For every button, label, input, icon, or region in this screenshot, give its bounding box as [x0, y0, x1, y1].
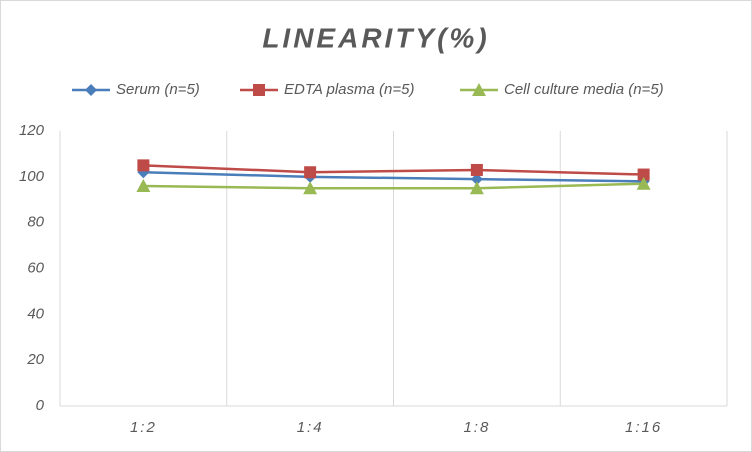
point [304, 166, 317, 179]
y-tick-label: 20 [26, 351, 44, 368]
y-tick-label: 60 [27, 259, 44, 276]
point [303, 181, 318, 195]
x-tick-label: 1:2 [130, 419, 157, 436]
point [470, 163, 483, 176]
x-tick-label: 1:8 [463, 419, 490, 436]
point [85, 84, 97, 96]
point [137, 159, 150, 172]
point [136, 179, 151, 192]
y-tick-label: 80 [27, 214, 44, 231]
legend-label: Cell culture media (n=5) [504, 81, 664, 98]
point [636, 176, 651, 190]
series-line [143, 171, 644, 183]
y-tick-label: 0 [36, 397, 45, 414]
chart-title: LINEARITY(%) [262, 22, 489, 53]
legend-label: Serum (n=5) [116, 81, 200, 98]
series-line [143, 164, 644, 176]
y-tick-label: 100 [19, 168, 45, 185]
x-tick-label: 1:16 [625, 419, 662, 436]
y-tick-label: 120 [19, 122, 45, 139]
point [470, 173, 483, 186]
point [472, 83, 486, 96]
y-tick-label: 40 [27, 305, 44, 322]
legend-label: EDTA plasma (n=5) [284, 81, 414, 98]
point [253, 84, 265, 96]
point [469, 181, 484, 195]
x-tick-label: 1:4 [297, 419, 324, 436]
series-line [143, 182, 644, 190]
point [637, 168, 650, 181]
